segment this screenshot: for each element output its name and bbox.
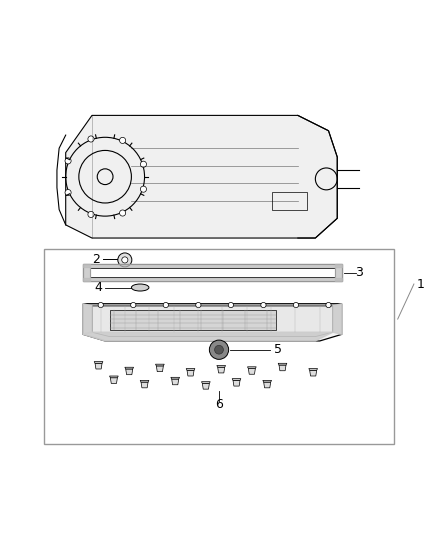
Polygon shape	[83, 332, 333, 341]
Polygon shape	[310, 370, 317, 376]
Polygon shape	[90, 268, 335, 277]
Polygon shape	[264, 382, 271, 388]
Bar	[44, 249, 394, 444]
Text: 4: 4	[95, 281, 102, 294]
Circle shape	[140, 186, 146, 192]
Polygon shape	[125, 367, 134, 369]
Polygon shape	[110, 378, 117, 383]
Polygon shape	[172, 379, 179, 385]
Polygon shape	[233, 381, 240, 386]
Circle shape	[65, 158, 71, 164]
Polygon shape	[92, 306, 333, 336]
Circle shape	[196, 302, 201, 308]
Polygon shape	[186, 368, 195, 370]
Circle shape	[88, 212, 94, 217]
Polygon shape	[83, 264, 342, 267]
Polygon shape	[94, 361, 103, 364]
Polygon shape	[335, 264, 342, 280]
Polygon shape	[279, 365, 286, 371]
Polygon shape	[187, 370, 194, 376]
Circle shape	[118, 253, 132, 267]
Circle shape	[326, 302, 331, 308]
Polygon shape	[110, 376, 118, 378]
Circle shape	[122, 257, 128, 263]
Polygon shape	[126, 369, 133, 375]
Polygon shape	[309, 368, 318, 370]
Circle shape	[140, 161, 146, 167]
Circle shape	[215, 345, 223, 354]
Text: 6: 6	[215, 398, 223, 411]
Circle shape	[293, 302, 299, 308]
Polygon shape	[248, 368, 255, 374]
Bar	[272, 192, 307, 209]
Text: 1: 1	[417, 278, 424, 290]
Circle shape	[88, 136, 94, 142]
Circle shape	[163, 302, 169, 308]
Polygon shape	[201, 382, 210, 383]
Text: 2: 2	[92, 253, 100, 266]
Polygon shape	[95, 364, 102, 369]
Polygon shape	[140, 381, 149, 382]
Text: 3: 3	[355, 266, 363, 279]
Circle shape	[261, 302, 266, 308]
Polygon shape	[83, 278, 342, 280]
Polygon shape	[232, 378, 241, 381]
Polygon shape	[83, 304, 342, 341]
Bar	[110, 310, 276, 330]
Circle shape	[65, 189, 71, 196]
Polygon shape	[83, 264, 90, 280]
Polygon shape	[156, 366, 163, 372]
Text: 5: 5	[274, 343, 282, 356]
Polygon shape	[171, 377, 180, 379]
Polygon shape	[141, 382, 148, 388]
Polygon shape	[218, 367, 225, 373]
Circle shape	[120, 210, 126, 216]
Polygon shape	[217, 366, 226, 367]
Polygon shape	[202, 383, 209, 389]
Circle shape	[98, 302, 103, 308]
Polygon shape	[333, 304, 342, 334]
Polygon shape	[83, 304, 92, 334]
Polygon shape	[155, 364, 164, 366]
Circle shape	[131, 302, 136, 308]
Polygon shape	[66, 115, 337, 238]
Circle shape	[209, 340, 229, 359]
Circle shape	[228, 302, 233, 308]
Polygon shape	[278, 364, 287, 365]
Ellipse shape	[131, 284, 149, 291]
Circle shape	[120, 138, 126, 143]
Polygon shape	[247, 367, 256, 368]
Polygon shape	[263, 381, 272, 382]
